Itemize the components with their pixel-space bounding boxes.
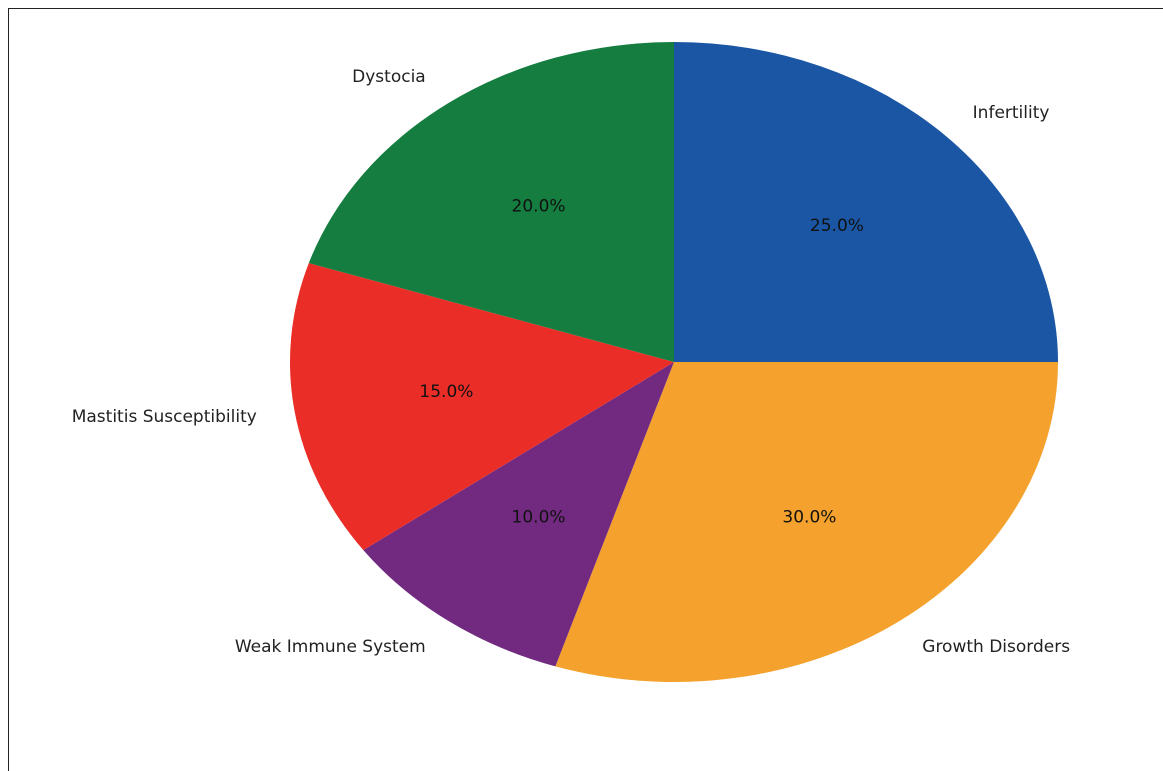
percent-labels-layer: 25.0% 30.0% 10.0% 15.0% 20.0% [419, 197, 863, 528]
pie-percent-label: 25.0% [810, 216, 864, 236]
pie-percent-label: 15.0% [419, 382, 473, 402]
pie-category-label: Growth Disorders [922, 637, 1070, 657]
pie-slice-mastitis-susceptibility [289, 263, 674, 551]
pie-percent-label: 30.0% [782, 507, 836, 527]
pie-category-label: Infertility [973, 103, 1050, 123]
pie-slice-growth-disorders [555, 362, 1059, 683]
slices-layer [289, 42, 1059, 683]
pie-percent-label: 10.0% [512, 507, 566, 527]
pie-slice-weak-immune-system [363, 362, 674, 667]
pie-category-label: Dystocia [352, 67, 426, 87]
pie-slice-infertility [674, 42, 1058, 362]
pie-slice-dystocia [308, 42, 674, 362]
pie-category-label: Mastitis Susceptibility [72, 407, 257, 427]
category-labels-layer: Infertility Growth Disorders Weak Immune S… [72, 67, 1070, 657]
pie-category-label: Weak Immune System [235, 637, 426, 657]
pie-percent-label: 20.0% [512, 197, 566, 217]
